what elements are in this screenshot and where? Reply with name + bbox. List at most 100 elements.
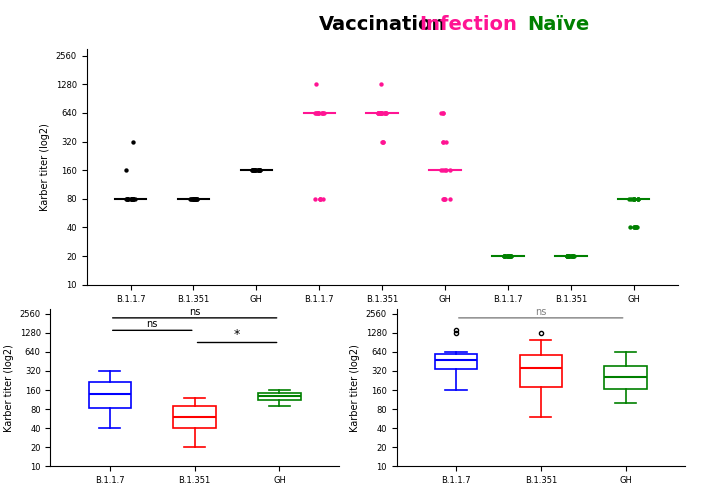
Point: [185, 195, 196, 203]
Point: [562, 252, 574, 260]
Point: [501, 252, 513, 260]
Point: [628, 195, 640, 203]
Point: [254, 166, 265, 174]
Point: [192, 195, 203, 203]
Point: [378, 109, 389, 117]
Point: [380, 109, 392, 117]
Point: [254, 166, 265, 174]
Point: [249, 166, 260, 174]
Point: [505, 252, 516, 260]
Point: [187, 195, 198, 203]
Point: [255, 166, 266, 174]
Text: ns: ns: [535, 306, 547, 317]
Point: [128, 195, 139, 203]
Point: [249, 166, 260, 174]
Point: [562, 252, 573, 260]
Point: [313, 109, 324, 117]
Point: [188, 195, 200, 203]
Point: [503, 252, 514, 260]
PathPatch shape: [520, 355, 562, 387]
Point: [372, 109, 384, 117]
Point: [254, 166, 265, 174]
Point: [564, 252, 575, 260]
Point: [562, 252, 574, 260]
Point: [567, 252, 578, 260]
Point: [562, 252, 573, 260]
Point: [311, 109, 323, 117]
Point: [127, 195, 138, 203]
Point: [380, 109, 392, 117]
Point: [314, 195, 326, 203]
Point: [310, 81, 322, 88]
Point: [631, 223, 642, 231]
Point: [435, 166, 447, 174]
Y-axis label: Karber titer (log2): Karber titer (log2): [350, 344, 360, 432]
Point: [188, 195, 200, 203]
Point: [505, 252, 517, 260]
Point: [122, 195, 133, 203]
Point: [189, 195, 200, 203]
Point: [122, 195, 133, 203]
Point: [249, 166, 260, 174]
Point: [314, 195, 326, 203]
Point: [439, 166, 451, 174]
Point: [500, 252, 512, 260]
Point: [376, 109, 387, 117]
PathPatch shape: [604, 365, 647, 389]
Point: [247, 166, 258, 174]
PathPatch shape: [174, 406, 216, 428]
Point: [190, 195, 202, 203]
Point: [318, 109, 329, 117]
Point: [624, 223, 636, 231]
Point: [630, 223, 642, 231]
Point: [629, 223, 640, 231]
Point: [126, 195, 138, 203]
PathPatch shape: [258, 393, 301, 400]
Point: [497, 252, 509, 260]
Point: [632, 195, 644, 203]
Point: [632, 195, 643, 203]
Point: [625, 195, 637, 203]
Point: [189, 195, 200, 203]
Point: [503, 252, 514, 260]
Point: [125, 195, 136, 203]
Point: [190, 195, 201, 203]
Point: [627, 195, 638, 203]
Text: *: *: [234, 328, 240, 341]
Point: [314, 195, 325, 203]
Point: [375, 109, 386, 117]
Point: [375, 81, 386, 88]
Point: [251, 166, 262, 174]
Point: [562, 252, 574, 260]
Point: [438, 166, 449, 174]
Point: [565, 252, 576, 260]
Point: [249, 166, 261, 174]
Text: ns: ns: [146, 319, 158, 329]
Point: [567, 252, 579, 260]
Point: [317, 109, 328, 117]
Point: [126, 195, 138, 203]
Point: [438, 195, 449, 203]
Point: [252, 166, 263, 174]
Point: [120, 195, 132, 203]
Point: [632, 195, 644, 203]
Point: [564, 252, 575, 260]
Point: [439, 195, 451, 203]
Point: [629, 223, 640, 231]
Point: [372, 109, 384, 117]
Point: [372, 109, 384, 117]
Point: [502, 252, 513, 260]
Point: [437, 137, 448, 145]
Point: [376, 137, 388, 145]
Point: [126, 195, 138, 203]
Point: [120, 166, 132, 174]
Point: [504, 252, 516, 260]
Point: [377, 137, 389, 145]
Point: [379, 109, 390, 117]
Point: [127, 195, 138, 203]
Point: [247, 166, 258, 174]
Point: [435, 109, 446, 117]
Point: [253, 166, 265, 174]
Point: [125, 195, 136, 203]
Point: [190, 195, 201, 203]
